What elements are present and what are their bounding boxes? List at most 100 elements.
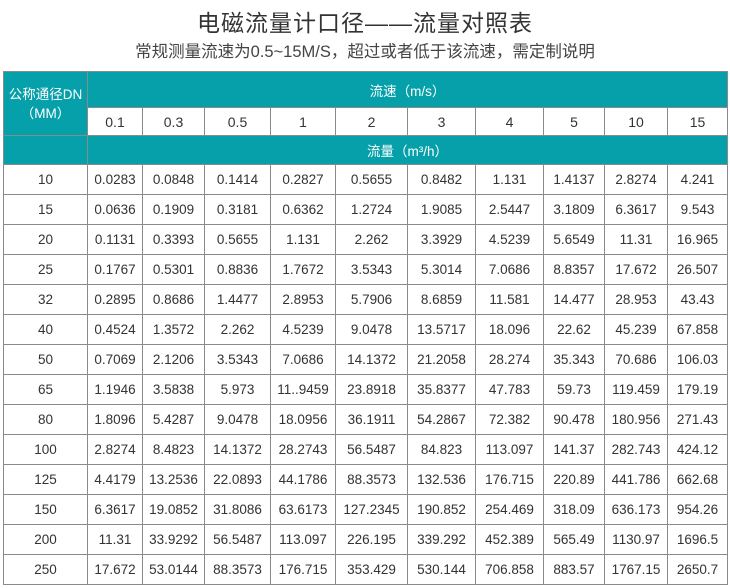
dn-cell: 40 — [3, 314, 88, 345]
dn-cell: 15 — [3, 194, 88, 225]
dn-cell: 200 — [3, 524, 88, 555]
flow-cell: 84.823 — [407, 434, 476, 465]
dn-cell: 25 — [3, 254, 88, 285]
flow-cell: 56.5487 — [335, 434, 408, 465]
flow-cell: 36.1911 — [335, 404, 408, 435]
flow-cell: 1.7672 — [270, 254, 336, 285]
table-row: 20 0.1131 0.3393 0.5655 1.131 2.262 3.3929 4.52… — [3, 224, 729, 255]
flow-cell: 56.5487 — [204, 524, 271, 555]
flow-cell: 0.0283 — [87, 164, 143, 195]
flow-cell: 90.478 — [543, 404, 605, 435]
flow-cell: 2.8953 — [270, 284, 336, 315]
flow-cell: 441.786 — [604, 464, 668, 495]
flow-cell: 0.5655 — [335, 164, 408, 195]
flow-cell: 4.4179 — [87, 464, 143, 495]
flow-cell: 1767.15 — [604, 554, 668, 585]
flow-cell: 5.3014 — [407, 254, 476, 285]
flow-cell: 5.4287 — [142, 404, 205, 435]
flow-cell: 883.57 — [543, 554, 605, 585]
flow-cell: 14.1372 — [204, 434, 271, 465]
table-row: 100 2.8274 8.4823 14.1372 28.2743 56.5487 84.8… — [3, 434, 729, 465]
flow-cell: 220.89 — [543, 464, 605, 495]
table-row: 200 11.31 33.9292 56.5487 113.097 226.195 339.… — [3, 524, 729, 555]
table-row: 25 0.1767 0.5301 0.8836 1.7672 3.5343 5.3014 7.… — [3, 254, 729, 285]
flow-cell: 59.73 — [543, 374, 605, 405]
flow-cell: 1696.5 — [666, 524, 729, 555]
flow-cell: 4.5239 — [270, 314, 336, 345]
table-row: 65 1.1946 3.5838 5.973 11..9459 23.8918 35.837… — [3, 374, 729, 405]
table-row: 250 17.672 53.0144 88.3573 176.715 353.429 530… — [3, 554, 729, 585]
flow-cell: 176.715 — [270, 554, 336, 585]
dn-cell: 65 — [3, 374, 88, 405]
flow-cell: 176.715 — [475, 464, 544, 495]
flow-cell: 0.0636 — [87, 194, 143, 225]
flow-cell: 67.858 — [666, 314, 729, 345]
flow-cell: 4.5239 — [475, 224, 544, 255]
flow-cell: 23.8918 — [335, 374, 408, 405]
flow-cell: 6.3617 — [604, 194, 668, 225]
table-row: 15 0.0636 0.1909 0.3181 0.6362 1.2724 1.9085 2.… — [3, 194, 729, 225]
flow-cell: 21.2058 — [407, 344, 476, 375]
flow-cell: 1.8096 — [87, 404, 143, 435]
flow-cell: 0.8836 — [204, 254, 271, 285]
velocity-cell: 4 — [475, 107, 544, 136]
flow-cell: 424.12 — [666, 434, 729, 465]
flow-cell: 2650.7 — [666, 554, 729, 585]
page-subtitle: 常规测量流速为0.5~15M/S，超过或者低于该流速，需定制说明 — [135, 43, 595, 61]
flow-cell: 43.43 — [666, 284, 729, 315]
flow-cell: 18.0956 — [270, 404, 336, 435]
flow-cell: 2.1206 — [142, 344, 205, 375]
flow-cell: 1.3572 — [142, 314, 205, 345]
flow-cell: 0.1131 — [87, 224, 143, 255]
flow-cell: 353.429 — [335, 554, 408, 585]
flow-cell: 22.0893 — [204, 464, 271, 495]
flow-cell: 1130.97 — [604, 524, 668, 555]
flow-cell: 0.2895 — [87, 284, 143, 315]
flow-cell: 63.6173 — [270, 494, 336, 525]
flow-cell: 106.03 — [666, 344, 729, 375]
flow-cell: 11..9459 — [270, 374, 336, 405]
table-row: 10 0.0283 0.0848 0.1414 0.2827 0.5655 0.8482 1.… — [3, 164, 729, 195]
flow-cell: 9.0478 — [204, 404, 271, 435]
flow-cell: 13.5717 — [407, 314, 476, 345]
flow-cell: 254.469 — [475, 494, 544, 525]
flow-cell: 0.5301 — [142, 254, 205, 285]
flow-cell: 0.7069 — [87, 344, 143, 375]
flow-cell: 35.343 — [543, 344, 605, 375]
velocity-cell: 0.5 — [204, 107, 271, 136]
dn-header: 公称通径DN （MM） — [3, 71, 88, 136]
flow-cell: 8.6859 — [407, 284, 476, 315]
flow-cell: 28.274 — [475, 344, 544, 375]
flow-cell: 2.262 — [204, 314, 271, 345]
flow-cell: 0.4524 — [87, 314, 143, 345]
flow-cell: 5.973 — [204, 374, 271, 405]
velocity-cell: 1 — [270, 107, 336, 136]
flow-cell: 0.2827 — [270, 164, 336, 195]
flow-cell: 636.173 — [604, 494, 668, 525]
flow-cell: 190.852 — [407, 494, 476, 525]
velocity-cell: 3 — [407, 107, 476, 136]
flow-cell: 1.4137 — [543, 164, 605, 195]
flow-cell: 0.6362 — [270, 194, 336, 225]
table-row: 32 0.2895 0.8686 1.4477 2.8953 5.7906 8.6859 11… — [3, 284, 729, 315]
dn-cell: 150 — [3, 494, 88, 525]
flow-cell: 0.5655 — [204, 224, 271, 255]
flow-cell: 70.686 — [604, 344, 668, 375]
flow-cell: 1.1946 — [87, 374, 143, 405]
table-row: 50 0.7069 2.1206 3.5343 7.0686 14.1372 21.2058… — [3, 344, 729, 375]
flow-cell: 28.953 — [604, 284, 668, 315]
velocity-header: 流速（m/s） — [86, 71, 729, 108]
flow-cell: 3.5343 — [204, 344, 271, 375]
flow-cell: 88.3573 — [335, 464, 408, 495]
flow-cell: 17.672 — [604, 254, 668, 285]
flow-cell: 7.0686 — [270, 344, 336, 375]
flow-cell: 127.2345 — [335, 494, 408, 525]
flow-cell: 0.0848 — [142, 164, 205, 195]
flow-cell: 11.31 — [604, 224, 668, 255]
dn-cell: 20 — [3, 224, 88, 255]
flow-cell: 5.7906 — [335, 284, 408, 315]
flow-cell: 0.1909 — [142, 194, 205, 225]
flow-cell: 2.5447 — [475, 194, 544, 225]
flow-cell: 33.9292 — [142, 524, 205, 555]
flow-cell: 141.37 — [543, 434, 605, 465]
